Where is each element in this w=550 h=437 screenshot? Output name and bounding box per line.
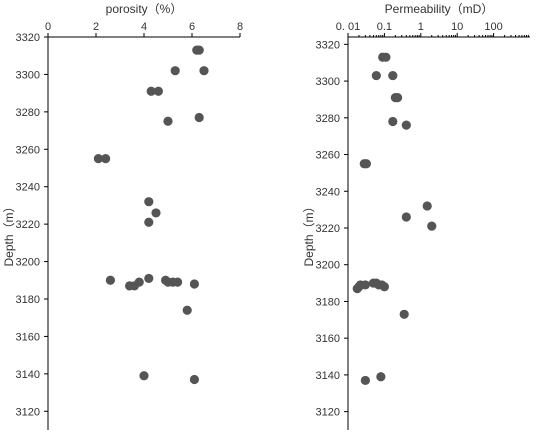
data-point xyxy=(173,277,183,287)
data-point xyxy=(194,112,204,123)
y-tick-label: 3260 xyxy=(316,150,340,162)
data-point xyxy=(189,374,199,385)
data-point xyxy=(153,86,163,96)
y-tick-label: 3320 xyxy=(316,39,340,51)
data-point xyxy=(360,375,370,386)
data-point xyxy=(371,70,381,81)
x-tick-label: 6 xyxy=(189,21,195,33)
data-point xyxy=(93,154,103,164)
x-tick-label: 2 xyxy=(93,21,99,33)
y-tick-label: 3300 xyxy=(316,76,340,88)
y-axis-title: Depth（m） xyxy=(2,200,16,266)
y-tick-label: 3120 xyxy=(16,406,40,418)
x-tick-label: 0.1 xyxy=(377,21,392,33)
x-tick-label: 0 xyxy=(45,21,51,33)
data-point xyxy=(360,280,370,290)
data-point xyxy=(192,45,202,55)
data-point xyxy=(199,66,209,76)
data-point xyxy=(361,159,371,169)
data-point xyxy=(144,273,154,284)
x-axis-title: Permeability（mD） xyxy=(385,2,494,16)
data-point xyxy=(144,217,154,227)
y-tick-label: 3180 xyxy=(316,296,340,308)
y-tick-label: 3160 xyxy=(16,331,40,343)
y-tick-label: 3180 xyxy=(16,294,40,306)
x-tick-label: 1 xyxy=(418,21,424,33)
data-point xyxy=(427,221,437,231)
x-tick-label: 0. 01 xyxy=(336,21,360,33)
x-tick-label: 100 xyxy=(484,21,502,33)
data-point xyxy=(134,277,144,287)
data-point xyxy=(388,70,398,81)
y-tick-label: 3120 xyxy=(316,407,340,419)
y-tick-label: 3220 xyxy=(316,223,340,235)
y-tick-label: 3220 xyxy=(16,219,40,231)
x-axis-title: porosity（%） xyxy=(106,2,183,16)
y-tick-label: 3160 xyxy=(316,333,340,345)
y-tick-label: 3280 xyxy=(16,107,40,119)
y-tick-label: 3240 xyxy=(16,182,40,194)
permeability-panel: 0. 01 0.1 1 10 100 3120 3140 3160 3180 3200 3220 32… xyxy=(302,2,530,430)
data-point xyxy=(379,282,389,292)
y-tick-label: 3280 xyxy=(316,113,340,125)
y-tick-label: 3240 xyxy=(316,186,340,198)
data-point xyxy=(105,275,115,285)
x-tick-label: 8 xyxy=(237,21,243,33)
data-point xyxy=(376,372,386,382)
data-point xyxy=(146,86,156,96)
data-point xyxy=(170,66,180,76)
data-point xyxy=(381,52,391,62)
y-tick-label: 3300 xyxy=(16,69,40,81)
data-point xyxy=(392,93,403,103)
data-point xyxy=(388,116,398,127)
data-point xyxy=(163,116,173,126)
x-tick-label: 10 xyxy=(451,21,463,33)
data-point xyxy=(139,371,149,381)
porosity-panel: 0 2 4 6 8 3120 3140 3160 3180 3200 3220 3240 3260 328… xyxy=(2,2,243,430)
y-tick-label: 3320 xyxy=(16,32,40,44)
y-tick-label: 3260 xyxy=(16,144,40,156)
data-point xyxy=(401,120,411,130)
y-tick-label: 3200 xyxy=(316,260,340,272)
data-point xyxy=(182,305,192,315)
data-point xyxy=(144,197,154,207)
y-tick-label: 3200 xyxy=(16,257,40,269)
data-point xyxy=(101,154,111,164)
data-point xyxy=(189,279,199,289)
y-tick-label: 3140 xyxy=(316,370,340,382)
data-point xyxy=(399,309,409,319)
data-point xyxy=(401,212,411,222)
y-tick-label: 3140 xyxy=(16,369,40,381)
data-point xyxy=(422,201,432,211)
y-axis-title: Depth（m） xyxy=(302,200,316,266)
data-point xyxy=(151,208,161,218)
x-tick-label: 4 xyxy=(141,21,147,33)
